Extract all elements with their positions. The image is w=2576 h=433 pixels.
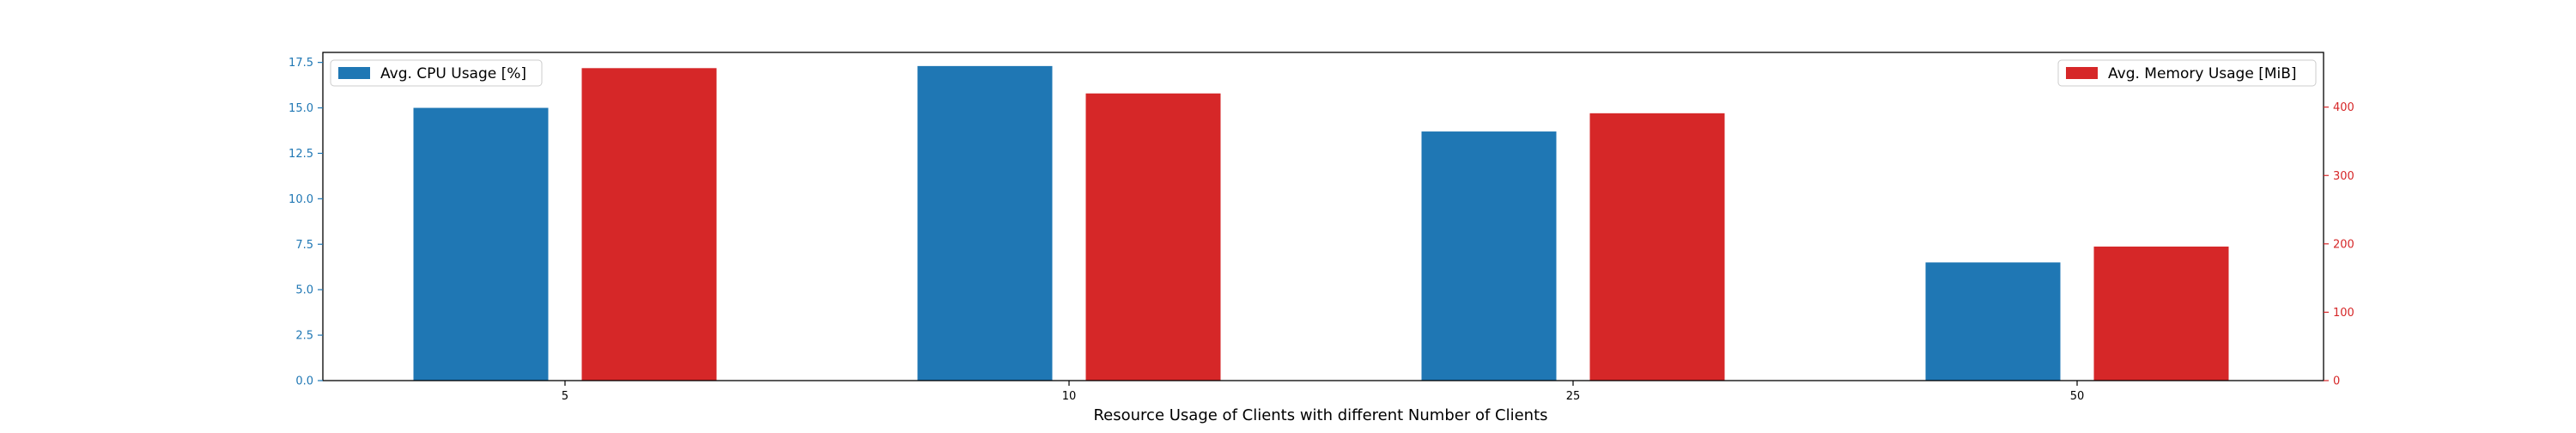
legend-box <box>330 59 543 87</box>
y-right-tick-label: 200 <box>2333 238 2354 251</box>
cpu-bar-25 <box>1421 131 1557 381</box>
legend-swatch <box>2066 67 2098 79</box>
ticks-layer: 5 10 25 50 0.0 2.5 5.0 7.5 10.0 12.5 15.0 17.5 0 100 2… <box>289 57 2354 403</box>
bars-layer <box>413 65 2229 381</box>
x-tick-label: 50 <box>2070 390 2085 403</box>
legend-label: Avg. CPU Usage [%] <box>380 65 526 82</box>
y-right-tick-label: 100 <box>2333 307 2354 320</box>
x-tick-label: 10 <box>1062 390 1077 403</box>
y-left-tick-label: 12.5 <box>289 148 313 161</box>
y-left-tick-label: 15.0 <box>289 102 313 115</box>
legend-box <box>2057 59 2317 87</box>
y-left-tick-label: 7.5 <box>295 239 313 252</box>
y-left-tick-label: 10.0 <box>289 193 313 206</box>
y-right-tick-label: 0 <box>2333 375 2340 388</box>
memory-bar-5 <box>581 68 717 381</box>
y-left-tick-label: 17.5 <box>289 57 313 70</box>
legend-swatch <box>338 67 370 79</box>
y-right-tick-label: 300 <box>2333 170 2354 183</box>
cpu-bar-10 <box>917 65 1053 381</box>
x-axis-label: Resource Usage of Clients with different… <box>1093 406 1547 424</box>
legend-memory: Avg. Memory Usage [MiB] <box>2057 59 2317 87</box>
memory-bar-10 <box>1085 93 1221 381</box>
plot-frame <box>322 52 2324 381</box>
x-tick-label: 5 <box>562 390 568 403</box>
axes-layer <box>322 52 2324 381</box>
legend-label: Avg. Memory Usage [MiB] <box>2108 65 2297 82</box>
x-tick-label: 25 <box>1566 390 1581 403</box>
cpu-bar-5 <box>413 107 549 381</box>
y-left-tick-label: 2.5 <box>295 330 313 343</box>
y-right-tick-label: 400 <box>2333 101 2354 114</box>
memory-bar-25 <box>1589 113 1725 381</box>
memory-bar-50 <box>2093 247 2229 381</box>
cpu-bar-50 <box>1925 262 2061 381</box>
y-left-tick-label: 5.0 <box>295 284 313 297</box>
legend-cpu: Avg. CPU Usage [%] <box>330 59 543 87</box>
y-left-tick-label: 0.0 <box>295 375 313 388</box>
